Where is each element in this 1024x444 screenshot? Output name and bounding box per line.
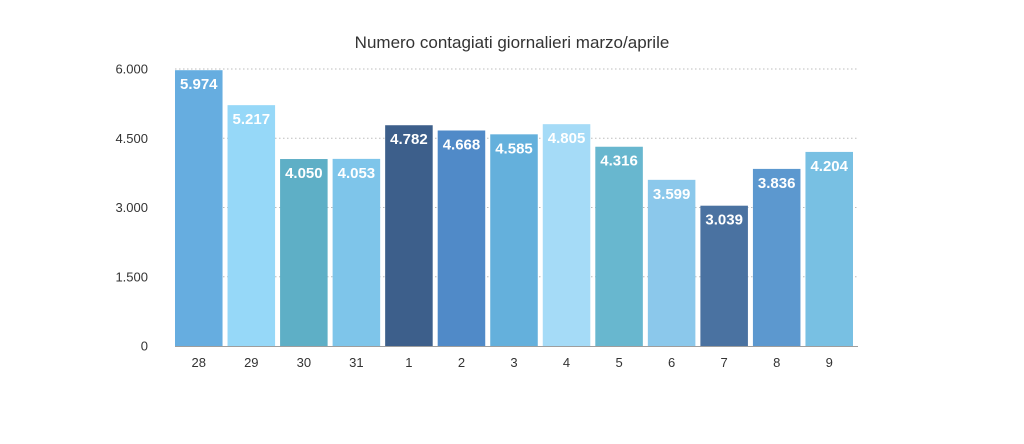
x-tick-label: 30 xyxy=(297,355,311,370)
x-tick-label: 5 xyxy=(615,355,622,370)
data-label-31: 4.053 xyxy=(338,165,376,182)
bar-1 xyxy=(385,125,433,346)
data-label-4: 4.805 xyxy=(548,130,586,147)
data-label-9: 4.204 xyxy=(810,158,848,175)
x-tick-label: 4 xyxy=(563,355,570,370)
bar-29 xyxy=(227,105,276,346)
y-axis-ticks: 0 1.500 3.000 4.500 6.000 xyxy=(115,62,148,354)
bar-30 xyxy=(280,159,328,346)
data-label-28: 5.974 xyxy=(180,76,218,93)
bar-4 xyxy=(542,124,591,347)
x-tick-label: 6 xyxy=(668,355,675,370)
x-tick-label: 7 xyxy=(721,355,728,370)
x-tick-label: 2 xyxy=(458,355,465,370)
data-label-6: 3.599 xyxy=(653,186,691,203)
data-labels: 5.974 5.217 4.050 4.053 4.782 4.668 4.585 4.805… xyxy=(180,76,849,228)
x-tick-label: 1 xyxy=(405,355,412,370)
y-tick-label: 6.000 xyxy=(115,62,148,77)
bars xyxy=(175,70,853,347)
x-tick-label: 9 xyxy=(826,355,833,370)
data-label-3: 4.585 xyxy=(495,140,533,157)
y-tick-label: 1.500 xyxy=(115,269,148,284)
data-label-5: 4.316 xyxy=(600,153,638,170)
bar-6 xyxy=(647,179,696,346)
bar-2 xyxy=(437,130,486,346)
bar-9 xyxy=(805,151,853,346)
x-tick-label: 31 xyxy=(349,355,363,370)
bar-5 xyxy=(595,146,643,346)
y-tick-label: 0 xyxy=(141,339,148,354)
bar-28 xyxy=(175,70,223,347)
data-label-30: 4.050 xyxy=(285,165,323,182)
data-label-2: 4.668 xyxy=(443,136,481,153)
bar-31 xyxy=(332,158,381,346)
x-tick-label: 29 xyxy=(244,355,258,370)
data-label-1: 4.782 xyxy=(390,131,428,148)
bar-3 xyxy=(490,134,538,346)
chart-title: Numero contagiati giornalieri marzo/apri… xyxy=(355,33,670,52)
x-axis-ticks: 28 29 30 31 1 2 3 4 5 6 7 8 9 xyxy=(192,355,833,370)
x-tick-label: 3 xyxy=(510,355,517,370)
y-tick-label: 4.500 xyxy=(115,131,148,146)
data-label-7: 3.039 xyxy=(705,212,743,229)
y-tick-label: 3.000 xyxy=(115,200,148,215)
data-label-29: 5.217 xyxy=(233,111,271,128)
bar-7 xyxy=(700,205,748,346)
x-tick-label: 28 xyxy=(192,355,206,370)
data-label-8: 3.836 xyxy=(758,175,796,192)
x-tick-label: 8 xyxy=(773,355,780,370)
bar-8 xyxy=(752,168,801,346)
